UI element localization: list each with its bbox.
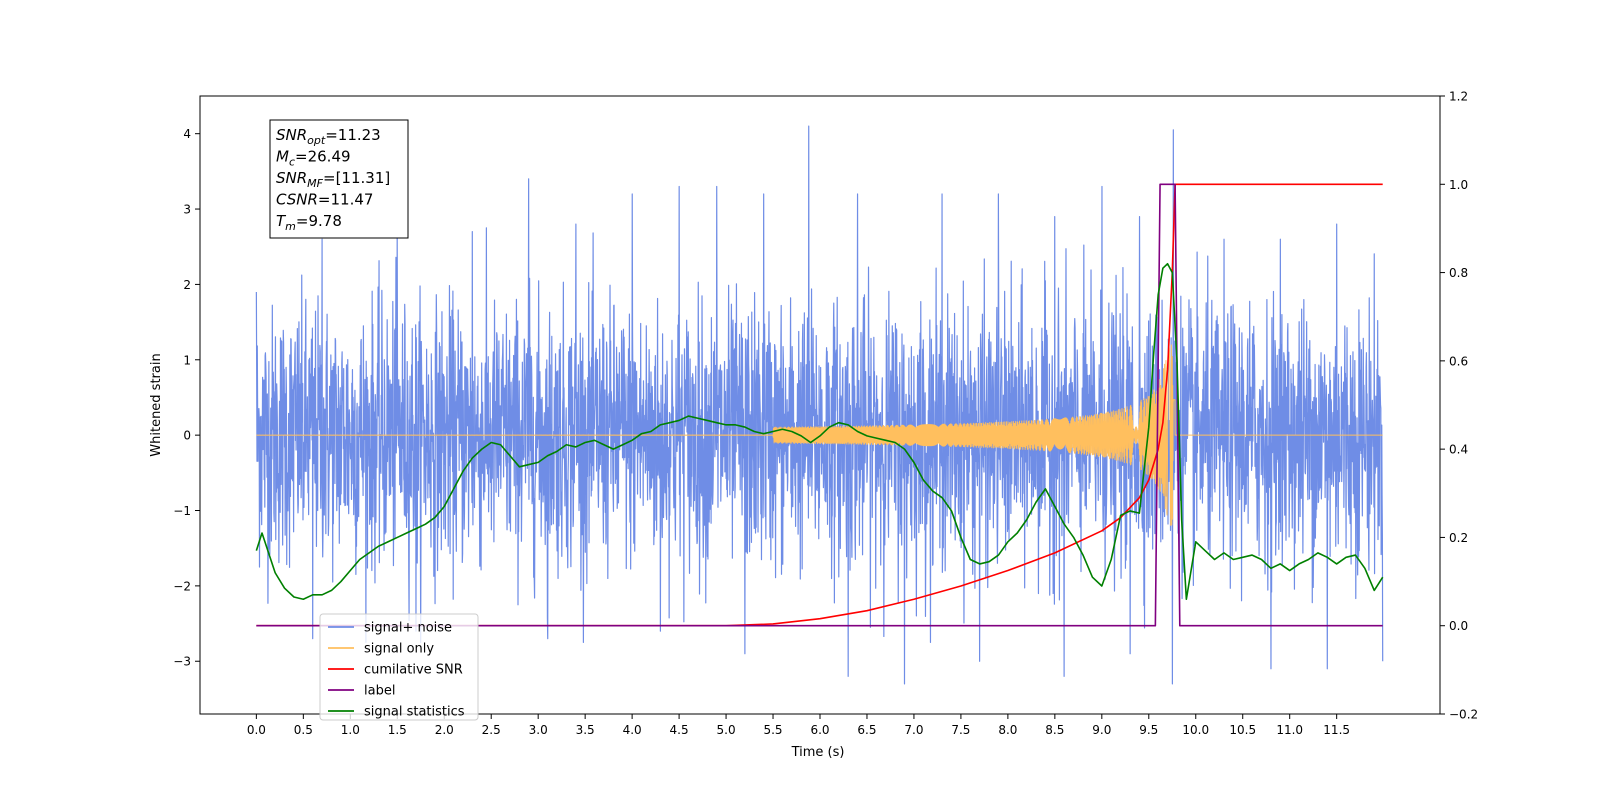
legend-label: signal+ noise [364, 621, 452, 636]
legend-label: label [364, 684, 395, 699]
annotation-line: SNRMF=[11.31] [276, 169, 390, 190]
x-tick-label: 9.5 [1139, 723, 1158, 737]
y-right-tick-label: 0.8 [1449, 266, 1468, 280]
annotation-line: Mc=26.49 [276, 148, 351, 169]
annotation-line: Tm=9.78 [276, 212, 342, 233]
x-tick-label: 2.0 [435, 723, 454, 737]
x-tick-label: 5.0 [717, 723, 736, 737]
x-tick-label: 7.0 [904, 723, 923, 737]
x-tick-label: 11.0 [1276, 723, 1303, 737]
x-axis-label: Time (s) [791, 745, 845, 760]
x-tick-label: 4.5 [670, 723, 689, 737]
x-axis: 0.0 0.5 1.0 1.5 2.0 2.5 3.0 3.5 4.0 4.5 5.0 5.5 6.0 6… [247, 714, 1350, 737]
y-left-tick-label: 4 [183, 127, 191, 141]
legend-frame [319, 613, 479, 721]
annotation-line: CSNR=11.47 [276, 191, 373, 209]
y-right-tick-label: 1.2 [1449, 90, 1468, 104]
x-tick-label: 8.0 [998, 723, 1017, 737]
x-tick-label: 7.5 [951, 723, 970, 737]
x-tick-label: 0.5 [294, 723, 313, 737]
x-tick-label: 5.5 [763, 723, 782, 737]
y-left-tick-label: 2 [183, 278, 191, 292]
x-tick-label: 3.0 [529, 723, 548, 737]
y-axis-right: 1.2 1.0 0.8 0.6 0.4 0.2 0.0 −0.2 [1440, 90, 1478, 722]
legend: signal+ noise signal only cumilative SNR la… [319, 613, 479, 721]
series-line-label [256, 183, 1383, 627]
series-line-signal-noise [255, 125, 1384, 685]
x-tick-label: 3.5 [576, 723, 595, 737]
y-left-tick-label: 1 [183, 353, 191, 367]
legend-label: signal statistics [364, 705, 465, 720]
x-tick-label: 11.5 [1323, 723, 1350, 737]
x-tick-label: 10.5 [1229, 723, 1256, 737]
x-tick-label: 9.0 [1092, 723, 1111, 737]
y-axis-label: Whitened strain [149, 353, 164, 456]
y-left-tick-label: 0 [183, 429, 191, 443]
x-tick-label: 6.5 [857, 723, 876, 737]
x-tick-label: 4.0 [623, 723, 642, 737]
y-right-tick-label: 0.2 [1449, 531, 1468, 545]
x-tick-label: 1.0 [341, 723, 360, 737]
y-left-tick-label: −2 [173, 579, 191, 593]
series-line-signal-statistics [255, 262, 1384, 601]
y-axis-left: 4 3 2 1 0 −1 −2 −3 [173, 127, 200, 669]
x-tick-label: 2.5 [482, 723, 501, 737]
annotation-frame [269, 119, 409, 239]
y-right-tick-label: −0.2 [1449, 708, 1478, 722]
x-tick-label: 0.0 [247, 723, 266, 737]
y-right-tick-label: 0.0 [1449, 619, 1468, 633]
y-right-tick-label: 0.4 [1449, 443, 1468, 457]
legend-label: signal only [364, 642, 434, 657]
x-tick-label: 10.0 [1182, 723, 1209, 737]
annotation-line: SNRopt=11.23 [276, 126, 381, 147]
series-line-cumilative-snr [256, 183, 1383, 627]
x-tick-label: 1.5 [388, 723, 407, 737]
annotation-box: SNRopt=11.23Mc=26.49SNRMF=[11.31]CSNR=11… [269, 119, 409, 239]
y-right-tick-label: 0.6 [1449, 354, 1468, 368]
y-left-tick-label: −1 [173, 504, 191, 518]
series-line-signal-only [256, 344, 1383, 526]
x-tick-label: 8.5 [1045, 723, 1064, 737]
y-right-tick-label: 1.0 [1449, 178, 1468, 192]
y-left-tick-label: 3 [183, 203, 191, 217]
series-layer [255, 125, 1384, 685]
legend-label: cumilative SNR [364, 663, 463, 678]
y-left-tick-label: −3 [173, 655, 191, 669]
x-tick-label: 6.0 [810, 723, 829, 737]
